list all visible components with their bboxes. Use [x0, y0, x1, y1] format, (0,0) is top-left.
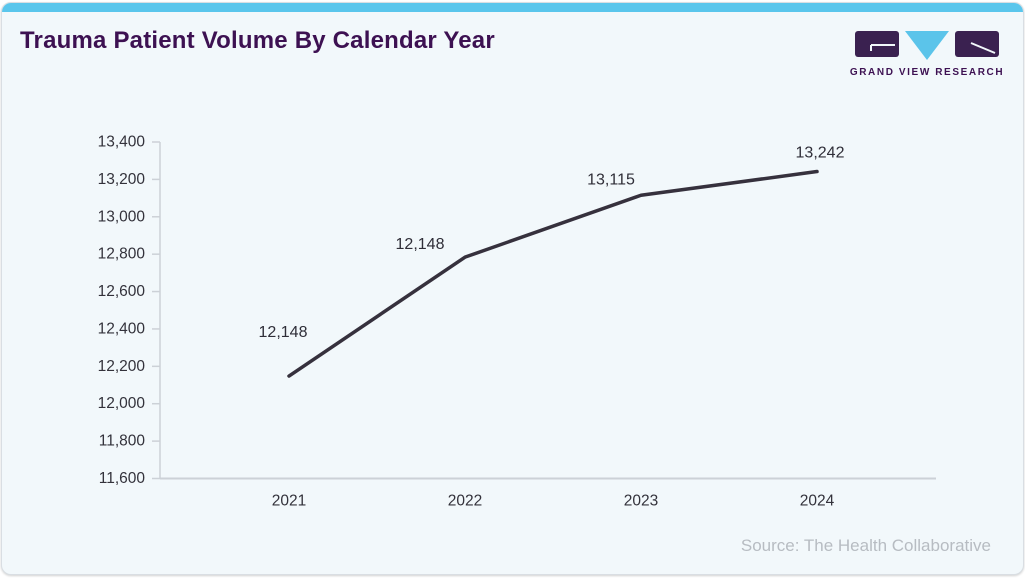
source-attribution: Source: The Health Collaborative	[740, 536, 991, 555]
svg-text:13,400: 13,400	[98, 134, 146, 151]
card-top-accent-bar	[2, 3, 1023, 12]
svg-text:2021: 2021	[272, 493, 306, 510]
svg-text:2022: 2022	[448, 493, 482, 510]
svg-text:12,148: 12,148	[396, 236, 445, 253]
gvr-logo-wordmark: GRAND VIEW RESEARCH	[849, 67, 1005, 78]
svg-text:13,242: 13,242	[796, 145, 845, 162]
trauma-volume-line-chart: 11,600 11,800 12,000 12,200 12,400 12,600 12,8…	[98, 134, 936, 510]
svg-text:12,000: 12,000	[98, 395, 146, 412]
svg-text:13,115: 13,115	[587, 171, 635, 188]
chart-area: 11,600 11,800 12,000 12,200 12,400 12,600 12,8…	[2, 3, 1023, 574]
svg-text:2023: 2023	[624, 493, 658, 510]
svg-text:12,600: 12,600	[98, 283, 146, 300]
svg-text:13,000: 13,000	[98, 208, 146, 225]
gvr-logo-icon	[855, 31, 999, 60]
svg-text:12,200: 12,200	[98, 358, 146, 375]
svg-text:2024: 2024	[800, 493, 835, 510]
svg-text:11,800: 11,800	[99, 433, 146, 450]
gvr-logo: GRAND VIEW RESEARCH	[849, 29, 1005, 78]
svg-text:11,600: 11,600	[99, 470, 146, 487]
svg-text:13,200: 13,200	[98, 171, 146, 188]
svg-text:12,148: 12,148	[259, 324, 308, 341]
svg-text:12,800: 12,800	[98, 246, 146, 263]
svg-text:12,400: 12,400	[98, 320, 146, 337]
page-title: Trauma Patient Volume By Calendar Year	[20, 27, 495, 54]
